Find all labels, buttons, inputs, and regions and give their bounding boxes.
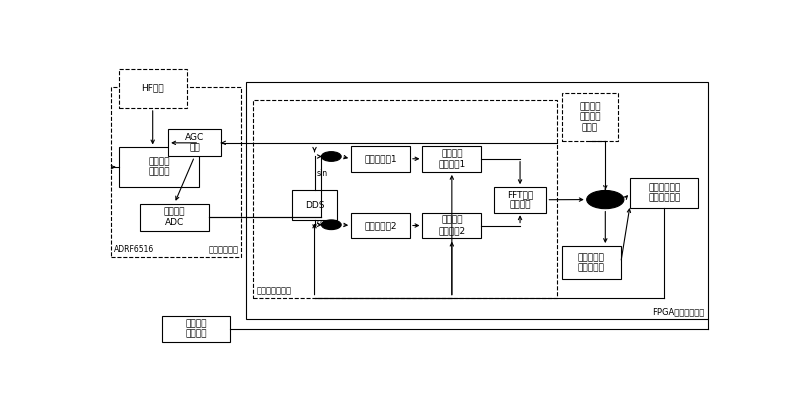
Text: ADRF6516: ADRF6516	[114, 245, 154, 254]
Text: 带宽可调
滤波器组1: 带宽可调 滤波器组1	[438, 149, 466, 169]
Bar	[422, 213, 482, 238]
Bar	[351, 213, 410, 238]
Circle shape	[322, 152, 341, 162]
Bar	[292, 190, 337, 220]
Text: 模数转换
ADC: 模数转换 ADC	[164, 208, 185, 227]
Text: 信噪比指
数门限设
定模块: 信噪比指 数门限设 定模块	[579, 102, 601, 132]
Bar	[562, 93, 618, 141]
Text: 外部频率
控制模块: 外部频率 控制模块	[186, 319, 207, 338]
Bar	[118, 69, 187, 108]
Text: FFT频谱
检测模块: FFT频谱 检测模块	[507, 190, 533, 210]
Text: HF信号: HF信号	[142, 84, 164, 93]
Bar	[118, 147, 199, 187]
Circle shape	[586, 190, 624, 209]
Bar	[246, 82, 707, 319]
Text: FPGA能量检测装置: FPGA能量检测装置	[652, 307, 705, 316]
Text: 比较: 比较	[600, 195, 610, 204]
Text: 非相干解调装置: 非相干解调装置	[256, 286, 291, 295]
Text: 带宽可调
滤波器组2: 带宽可调 滤波器组2	[438, 216, 466, 235]
Bar	[162, 316, 230, 342]
Text: 下变频模块2: 下变频模块2	[364, 221, 397, 230]
Text: DDS: DDS	[305, 201, 324, 210]
Bar	[111, 87, 242, 256]
Text: 信道的频率检
测与评估模块: 信道的频率检 测与评估模块	[648, 183, 680, 203]
Bar	[168, 129, 221, 156]
Bar	[422, 146, 482, 172]
Text: cos: cos	[317, 218, 330, 227]
Bar	[253, 100, 557, 297]
Bar	[494, 187, 546, 213]
Text: AGC
模块: AGC 模块	[185, 133, 204, 152]
Bar	[630, 178, 698, 208]
Bar	[562, 246, 621, 279]
Bar	[140, 204, 209, 231]
Circle shape	[322, 220, 341, 230]
Text: 多波段滤
波滤波器: 多波段滤 波滤波器	[148, 158, 170, 177]
Bar	[351, 146, 410, 172]
Text: 动态特征系
数提取模块: 动态特征系 数提取模块	[578, 253, 605, 272]
Text: 下变频模块1: 下变频模块1	[364, 154, 397, 163]
Text: sin: sin	[317, 169, 328, 178]
Text: 前端模拟装置: 前端模拟装置	[208, 245, 238, 254]
